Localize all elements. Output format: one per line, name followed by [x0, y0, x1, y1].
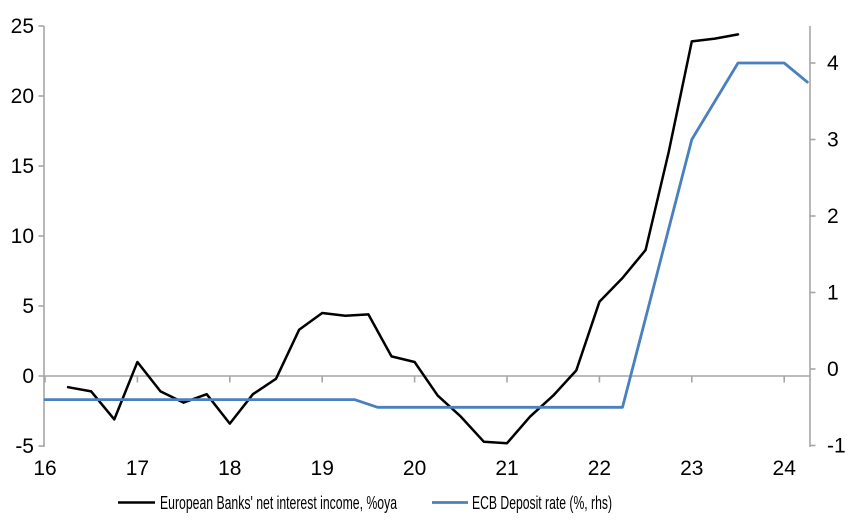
left-axis-tick-label: 25	[11, 15, 34, 38]
x-axis-tick-label: 19	[311, 457, 334, 480]
left-axis-tick-label: 20	[11, 85, 34, 108]
x-axis-tick-label: 22	[588, 457, 611, 480]
x-axis-tick-label: 24	[773, 457, 797, 480]
left-axis-tick-label: 15	[11, 155, 34, 178]
right-axis-tick-label: 2	[827, 205, 839, 228]
x-axis-tick-label: 23	[680, 457, 703, 480]
left-axis-tick-label: 10	[11, 225, 34, 248]
series-line-1	[43, 61, 809, 409]
left-axis-tick-label: 0	[22, 365, 34, 388]
x-axis-tick-label: 21	[495, 457, 518, 480]
right-axis-tick-label: 3	[827, 129, 839, 152]
x-axis-tick-label: 18	[218, 457, 241, 480]
legend-label-net-interest-income: European Banks' net interest income, %oy…	[160, 493, 398, 513]
right-axis-tick-label: 1	[827, 282, 839, 305]
left-axis-tick-label: -5	[15, 435, 34, 458]
data-series	[43, 33, 809, 445]
right-axis-tick-label: 0	[827, 358, 839, 381]
right-axis-tick-label: 4	[827, 52, 839, 75]
legend-label-ecb-deposit-rate: ECB Deposit rate (%, rhs)	[472, 493, 612, 513]
x-axis-tick-label: 20	[403, 457, 426, 480]
x-axis-tick-label: 17	[126, 457, 149, 480]
left-axis-tick-label: 5	[22, 295, 34, 318]
series-line-0	[66, 33, 740, 445]
right-axis-tick-label: -1	[827, 435, 846, 458]
legend: European Banks' net interest income, %oy…	[118, 493, 612, 513]
x-axis-tick-label: 16	[33, 457, 56, 480]
